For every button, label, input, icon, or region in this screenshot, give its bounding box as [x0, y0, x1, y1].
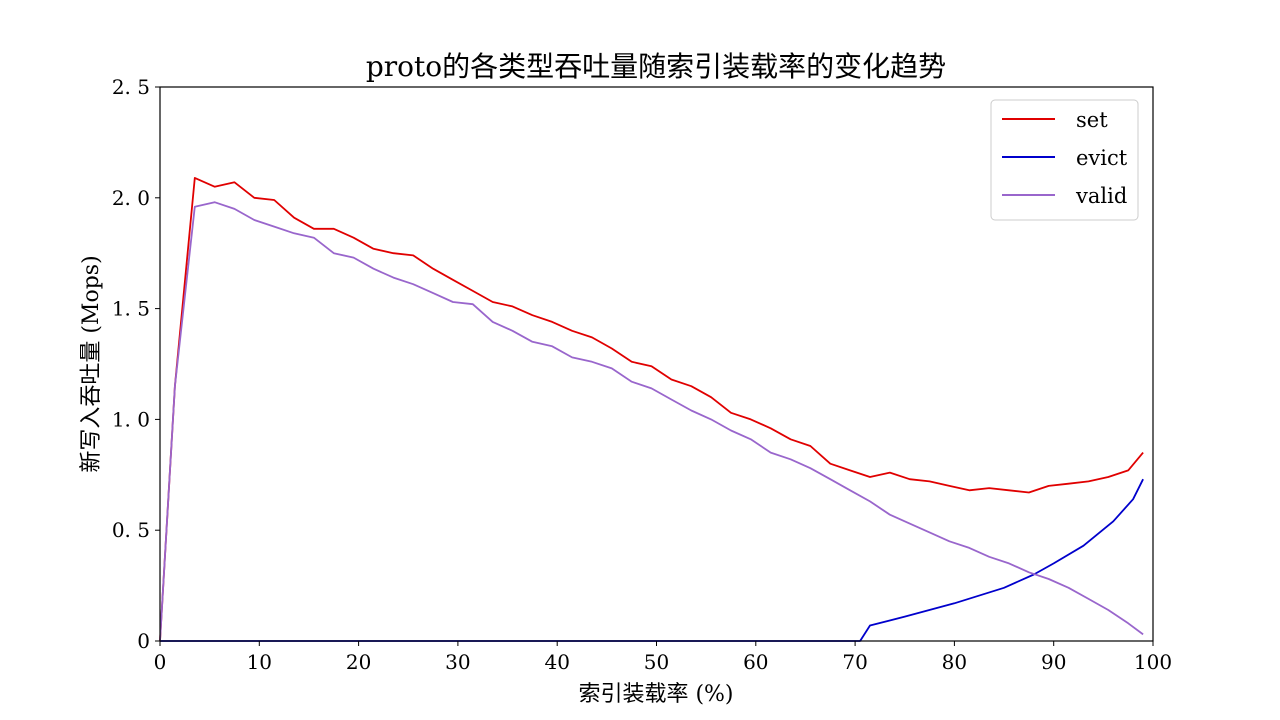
x-tick-label: 20 — [346, 650, 371, 674]
legend-label-set: set — [1076, 108, 1108, 132]
x-tick-label: 80 — [942, 650, 967, 674]
x-tick-label: 90 — [1041, 650, 1066, 674]
x-tick-label: 100 — [1134, 650, 1172, 674]
y-tick-label: 2. 0 — [112, 186, 150, 210]
y-axis: 0 0. 5 1. 0 1. 5 2. 0 2. 5 — [112, 75, 160, 653]
y-tick-label: 1. 5 — [112, 297, 150, 321]
x-axis: 0 10 20 30 40 50 60 70 80 90 100 — [154, 641, 1172, 674]
x-tick-label: 60 — [743, 650, 768, 674]
x-tick-label: 40 — [544, 650, 569, 674]
y-tick-label: 1. 0 — [112, 407, 150, 431]
x-axis-label: 索引装载率 (%) — [578, 682, 733, 707]
y-tick-label: 0 — [137, 629, 150, 653]
x-tick-label: 0 — [154, 650, 167, 674]
series-line-valid — [159, 201, 1144, 642]
y-tick-label: 0. 5 — [112, 518, 150, 542]
x-tick-label: 70 — [842, 650, 867, 674]
series-line-set — [159, 176, 1144, 642]
legend-label-evict: evict — [1076, 146, 1128, 170]
legend-label-valid: valid — [1075, 184, 1127, 208]
x-tick-label: 30 — [445, 650, 470, 674]
legend: set evict valid — [990, 99, 1139, 221]
x-tick-label: 50 — [644, 650, 669, 674]
legend-box — [990, 99, 1139, 221]
y-axis-label: 新写入吞吐量 (Mops) — [79, 255, 104, 472]
chart-title: proto的各类型吞吐量随索引装载率的变化趋势 — [366, 50, 946, 83]
y-tick-label: 2. 5 — [112, 75, 150, 99]
x-tick-label: 10 — [247, 650, 272, 674]
